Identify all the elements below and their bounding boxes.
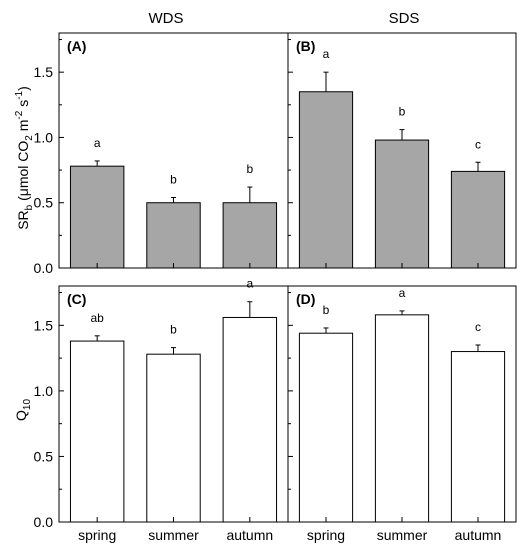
panel-d: (D) b spring a summer c autumn [287,285,517,543]
significance-letter: a [323,47,330,61]
bar-spring [298,332,354,523]
significance-letter: b [323,303,330,317]
bar-spring [69,340,125,523]
x-tick-label-summer: summer [148,527,199,543]
bar-autumn [222,202,278,269]
bar-summer [374,314,430,523]
y-label-srb-units-co2-sub: 2 [24,135,35,141]
y-tick-label: 0.5 [34,448,54,464]
y-tick-label: 0.0 [34,514,54,530]
y-label-srb-units-m: m [15,120,31,136]
y-axis-label-srb-text: SRb (μmol CO2 m-2 s-1) [14,86,35,230]
y-label-srb-units-close: ) [15,86,31,91]
x-tick-label-autumn: autumn [455,527,502,543]
significance-letter: a [399,286,406,300]
significance-letter: b [399,105,406,119]
y-label-srb-sub: b [24,204,35,210]
bar-autumn [450,351,506,523]
x-tick-label-spring: spring [78,527,116,543]
y-tick-label: 1.0 [34,129,54,145]
column-title-wds: WDS [149,10,184,27]
panel-label: (C) [67,291,86,307]
y-label-srb-units-m-exp: -2 [14,110,25,119]
y-label-q10-sub: 10 [22,399,33,411]
bar-autumn [450,170,506,269]
bar-summer [146,202,201,269]
y-tick-label: 1.5 [34,64,54,80]
x-tick-label-autumn: autumn [226,527,273,543]
bar-autumn [222,316,278,523]
y-axis-label-q10: Q10 [13,399,33,421]
panel-label: (D) [296,291,315,307]
column-title-sds: SDS [389,10,420,27]
significance-letter: a [246,277,253,291]
y-label-srb-units-s: s [15,100,31,111]
y-axis-label-srb: SRb (μmol CO2 m-2 s-1) [14,86,35,230]
bar-summer [374,139,430,269]
x-tick-label-summer: summer [377,527,428,543]
significance-letter: a [94,136,101,150]
panel-b: (B) a b c [287,32,517,269]
x-tick-label-spring: spring [307,527,345,543]
y-tick-label: 0.0 [34,260,54,276]
significance-letter: c [475,137,481,151]
y-tick-label: 1.0 [34,383,54,399]
y-tick-label: 1.5 [34,317,54,333]
y-tick-label: 0.5 [34,195,54,211]
significance-letter: b [170,173,177,187]
significance-letter: b [170,323,177,337]
y-axis-label-q10-text: Q10 [13,399,33,421]
y-label-srb-units-s-exp: -1 [14,90,25,99]
bar-spring [69,165,125,269]
y-label-srb-base: SR [15,210,31,229]
panel-label: (B) [296,38,315,54]
significance-letter: b [246,162,253,176]
panel-a: (A) 0.0 0.5 1.0 1.5 a b b [34,32,289,276]
bar-summer [146,353,201,523]
y-label-srb-units-open: (μmol CO [15,141,31,205]
y-label-q10-base: Q [13,410,29,421]
panel-label: (A) [67,38,86,54]
significance-letter: c [475,320,481,334]
bar-spring [298,91,354,269]
significance-letter: ab [90,311,104,325]
panel-c: (C) 0.0 0.5 1.0 1.5 ab spring b summer a autumn [34,277,289,543]
